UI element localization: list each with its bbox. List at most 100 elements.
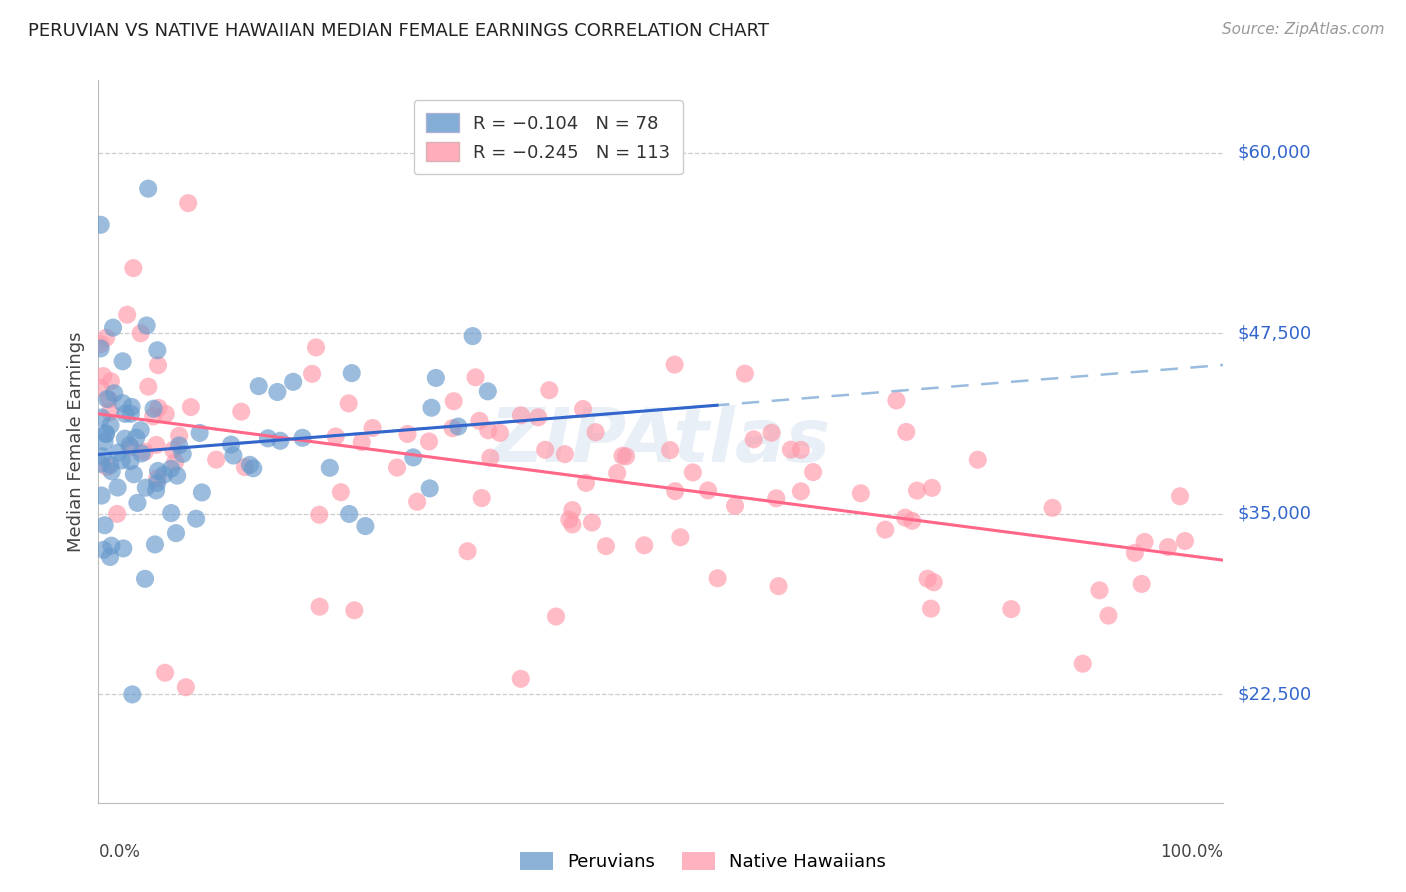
Point (354, 519, 377, 533)
Point (96, 392, 118, 406)
Point (461, 329, 484, 343)
Point (612, 449, 634, 463)
Point (155, 407, 177, 421)
Point (222, 449, 245, 463)
Point (425, 371, 447, 385)
Point (98, 458, 121, 472)
Point (146, 358, 169, 372)
Point (136, 181, 159, 195)
Point (350, 435, 373, 450)
Point (219, 437, 242, 451)
Point (479, 450, 502, 465)
Point (917, 572, 939, 586)
Point (269, 434, 291, 448)
Point (682, 466, 704, 480)
Point (447, 419, 470, 434)
Point (585, 425, 607, 440)
Point (90, 342, 112, 356)
Point (361, 421, 384, 435)
Point (146, 464, 169, 478)
Point (534, 442, 557, 457)
Point (98, 549, 121, 564)
Point (922, 575, 945, 590)
Point (120, 441, 142, 455)
Point (283, 375, 305, 389)
Point (966, 452, 988, 467)
Point (633, 538, 655, 552)
Point (160, 461, 183, 475)
Point (581, 516, 603, 530)
Point (1174, 534, 1197, 549)
Point (98, 405, 121, 419)
Text: $22,500: $22,500 (1237, 685, 1312, 704)
Point (606, 466, 628, 480)
Point (305, 340, 328, 354)
Point (669, 530, 692, 544)
Point (697, 483, 720, 498)
Point (1157, 540, 1180, 554)
Point (103, 386, 125, 401)
Point (205, 452, 228, 467)
Point (509, 672, 531, 686)
Point (790, 442, 813, 457)
Point (527, 410, 550, 425)
Point (538, 383, 561, 397)
Point (1088, 583, 1111, 598)
Point (894, 510, 917, 524)
Point (146, 475, 169, 490)
Point (135, 318, 157, 333)
Point (91, 369, 114, 384)
Text: Source: ZipAtlas.com: Source: ZipAtlas.com (1222, 22, 1385, 37)
Point (572, 402, 595, 417)
Point (509, 409, 531, 423)
Point (134, 444, 156, 458)
Point (1097, 608, 1119, 623)
Point (131, 446, 153, 460)
Point (122, 467, 145, 482)
Point (121, 400, 143, 414)
Text: PERUVIAN VS NATIVE HAWAIIAN MEDIAN FEMALE EARNINGS CORRELATION CHART: PERUVIAN VS NATIVE HAWAIIAN MEDIAN FEMAL… (28, 22, 769, 40)
Point (477, 384, 499, 399)
Point (100, 464, 122, 478)
Point (1042, 500, 1064, 515)
Point (90, 218, 112, 232)
Point (191, 485, 214, 500)
Point (308, 599, 330, 614)
Point (659, 443, 682, 458)
Point (402, 450, 425, 465)
Point (90, 381, 112, 395)
Point (120, 407, 142, 421)
Point (1071, 657, 1094, 671)
Point (242, 461, 264, 475)
Point (595, 539, 617, 553)
Text: 0.0%: 0.0% (98, 843, 141, 861)
Point (94, 426, 117, 441)
Point (165, 455, 187, 469)
Point (706, 571, 728, 585)
Point (575, 475, 598, 490)
Point (664, 484, 686, 499)
Point (790, 484, 813, 499)
Point (247, 379, 270, 393)
Point (664, 358, 686, 372)
Point (443, 394, 465, 409)
Legend: R = −0.104   N = 78, R = −0.245   N = 113: R = −0.104 N = 78, R = −0.245 N = 113 (413, 100, 683, 174)
Point (100, 374, 122, 388)
Y-axis label: Median Female Earnings: Median Female Earnings (66, 331, 84, 552)
Point (111, 396, 134, 410)
Point (477, 423, 499, 437)
Point (886, 393, 908, 408)
Point (614, 450, 637, 464)
Point (301, 367, 323, 381)
Point (768, 579, 790, 593)
Point (489, 425, 512, 440)
Point (188, 425, 211, 440)
Point (742, 433, 765, 447)
Point (184, 511, 207, 525)
Point (138, 379, 160, 393)
Point (94, 427, 117, 442)
Point (111, 354, 134, 368)
Point (153, 665, 176, 680)
Point (100, 418, 122, 433)
Point (122, 261, 145, 276)
